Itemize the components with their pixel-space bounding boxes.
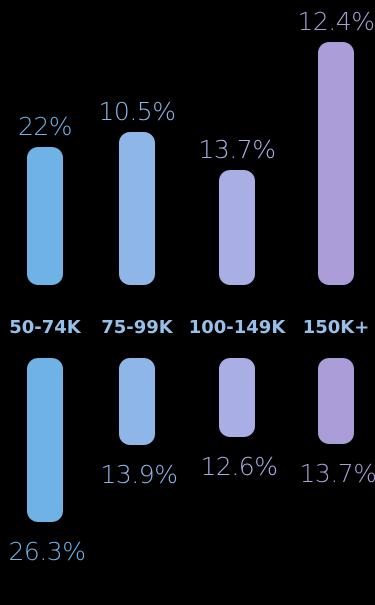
category-label-75-99k: 75-99K (101, 317, 174, 338)
bar-lower-75-99k (119, 358, 155, 445)
value-label-lower-150k: 13.7% (300, 459, 375, 488)
bar-lower-100-149k (219, 358, 255, 437)
bar-lower-150k (318, 358, 354, 444)
value-label-upper-150k: 12.4% (298, 7, 375, 36)
value-label-upper-100-149k: 13.7% (199, 135, 276, 164)
value-label-upper-75-99k: 10.5% (99, 97, 176, 126)
value-label-upper-50-74k: 22% (18, 112, 72, 141)
bar-upper-150k (318, 42, 354, 285)
value-label-lower-100-149k: 12.6% (201, 452, 278, 481)
bar-lower-50-74k (27, 358, 63, 522)
bar-upper-50-74k (27, 147, 63, 285)
value-label-lower-75-99k: 13.9% (101, 460, 178, 489)
bar-upper-75-99k (119, 132, 155, 285)
value-label-lower-50-74k: 26.3% (9, 537, 86, 566)
bar-upper-100-149k (219, 170, 255, 285)
category-label-50-74k: 50-74K (9, 317, 82, 338)
category-label-100-149k: 100-149K (189, 317, 287, 338)
category-label-150k: 150K+ (303, 317, 370, 338)
